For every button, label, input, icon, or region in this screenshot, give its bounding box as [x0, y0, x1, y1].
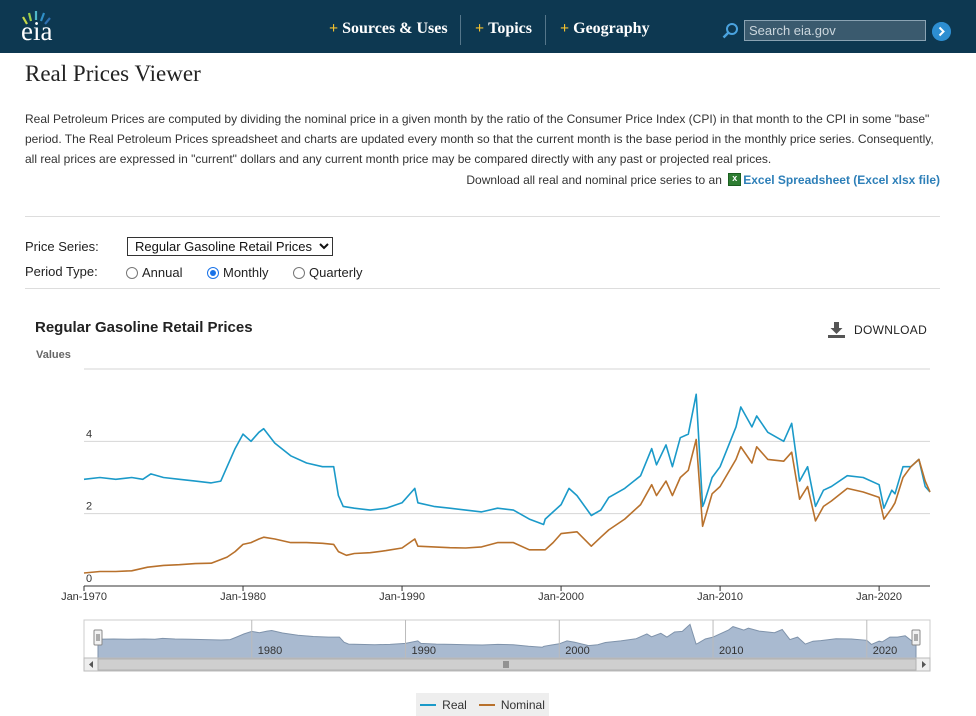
- nav-topics-label: Topics: [488, 20, 532, 37]
- price-series-select[interactable]: Regular Gasoline Retail Prices: [127, 237, 333, 256]
- navigator-tick-label: 1990: [412, 645, 436, 657]
- nav-divider: [460, 15, 461, 45]
- x-tick-label: Jan-1980: [220, 591, 266, 603]
- period-radio-label: Annual: [142, 265, 183, 280]
- search-input[interactable]: [744, 20, 926, 41]
- period-radio-annual[interactable]: Annual: [126, 265, 182, 280]
- x-tick-label: Jan-2000: [538, 591, 584, 603]
- plus-icon: +: [560, 20, 570, 37]
- x-tick-label: Jan-2020: [856, 591, 902, 603]
- period-type-label: Period Type:: [25, 264, 98, 279]
- search-go-arrow-icon[interactable]: [932, 22, 951, 41]
- chart-title: Regular Gasoline Retail Prices: [35, 319, 253, 336]
- chart-legend: Real Nominal: [416, 693, 549, 716]
- y-tick-label: 4: [86, 428, 92, 440]
- navigator-left-handle[interactable]: [93, 629, 103, 646]
- y-tick-label: 2: [86, 501, 92, 513]
- chart-download-label: DOWNLOAD: [854, 323, 928, 337]
- excel-file-icon: [728, 173, 742, 186]
- radio-button[interactable]: [126, 266, 138, 279]
- download-line: Download all real and nominal price seri…: [466, 173, 940, 187]
- chart-download-button[interactable]: DOWNLOAD: [828, 322, 927, 338]
- x-tick-label: Jan-2010: [697, 591, 743, 603]
- navigator-right-handle[interactable]: [911, 629, 921, 646]
- series-line-real[interactable]: [83, 393, 931, 526]
- legend-item-real[interactable]: Real: [420, 698, 467, 712]
- nav-geography-label: Geography: [573, 20, 650, 37]
- intro-paragraph: Real Petroleum Prices are computed by di…: [25, 112, 934, 166]
- scrollbar-thumb[interactable]: [97, 658, 917, 671]
- plus-icon: +: [329, 20, 339, 37]
- legend-swatch-nominal: [478, 703, 495, 706]
- nav-geography[interactable]: + Geography: [560, 20, 650, 38]
- period-radio-label: Monthly: [223, 265, 269, 280]
- legend-swatch-real: [420, 703, 437, 706]
- top-navigation-bar: eia + Sources & Uses + Topics + Geography: [0, 0, 976, 53]
- period-radio-label: Quarterly: [309, 265, 363, 280]
- series-line-nominal[interactable]: [83, 438, 931, 574]
- download-icon: [828, 322, 845, 338]
- legend-label-nominal: Nominal: [500, 697, 545, 712]
- navigator-tick-label: 2000: [565, 645, 589, 657]
- y-tick-label: 0: [86, 573, 92, 585]
- navigator-tick-label: 2020: [873, 645, 897, 657]
- nav-sources-uses[interactable]: + Sources & Uses: [329, 20, 448, 38]
- eia-logo-rays-icon[interactable]: [18, 8, 64, 46]
- search-icon[interactable]: [722, 22, 739, 39]
- navigator-tick-label: 2010: [719, 645, 743, 657]
- nav-sources-uses-label: Sources & Uses: [342, 20, 448, 37]
- nav-divider: [545, 15, 546, 45]
- period-radio-monthly[interactable]: Monthly: [207, 265, 269, 280]
- nav-topics[interactable]: + Topics: [475, 20, 532, 38]
- page-title: Real Prices Viewer: [25, 61, 201, 86]
- legend-item-nominal[interactable]: Nominal: [478, 697, 545, 712]
- price-series-label: Price Series:: [25, 239, 99, 254]
- radio-button-selected[interactable]: [207, 266, 219, 279]
- eia-logo-text[interactable]: eia: [21, 16, 53, 46]
- y-axis-label: Values: [36, 349, 71, 361]
- plus-icon: +: [475, 20, 485, 37]
- x-tick-label: Jan-1970: [61, 591, 107, 603]
- radio-button[interactable]: [293, 266, 305, 279]
- scroll-left-arrow-icon[interactable]: [89, 661, 93, 668]
- scroll-right-arrow-icon[interactable]: [922, 661, 926, 668]
- legend-label-real: Real: [442, 697, 467, 712]
- x-tick-label: Jan-1990: [379, 591, 425, 603]
- divider: [25, 216, 940, 217]
- download-text: Download all real and nominal price seri…: [466, 173, 722, 187]
- navigator-tick-label: 1980: [258, 645, 282, 657]
- divider: [25, 288, 940, 289]
- excel-download-link[interactable]: Excel Spreadsheet (Excel xlsx file): [743, 173, 940, 187]
- period-radio-quarterly[interactable]: Quarterly: [293, 265, 362, 280]
